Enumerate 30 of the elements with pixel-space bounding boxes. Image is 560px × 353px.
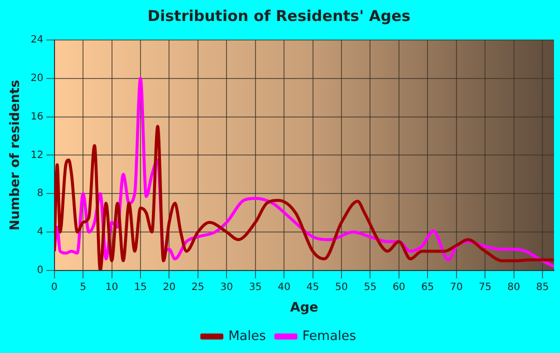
x-axis-title: Age bbox=[290, 300, 318, 316]
x-tick-label: 5 bbox=[80, 282, 86, 293]
x-tick-label: 60 bbox=[392, 282, 406, 293]
legend-label: Females bbox=[302, 328, 356, 344]
x-tick-label: 40 bbox=[278, 282, 290, 293]
x-tick-label: 55 bbox=[364, 282, 377, 293]
x-tick-label: 10 bbox=[105, 282, 118, 293]
x-tick-label: 50 bbox=[335, 282, 348, 293]
x-tick-label: 25 bbox=[192, 282, 204, 293]
legend-label: Males bbox=[228, 328, 266, 344]
x-tick-label: 70 bbox=[450, 282, 463, 293]
x-tick-label: 15 bbox=[134, 282, 147, 293]
y-axis-title: Number of residents bbox=[8, 80, 24, 231]
x-tick-label: 30 bbox=[220, 282, 233, 293]
x-tick-label: 35 bbox=[248, 282, 262, 293]
y-tick-label: 20 bbox=[30, 72, 44, 84]
x-tick-label: 45 bbox=[306, 282, 320, 293]
y-tick-label: 12 bbox=[30, 150, 44, 161]
x-tick-label: 20 bbox=[162, 282, 176, 293]
chart-title: Distribution of Residents' Ages bbox=[148, 6, 411, 25]
x-tick-label: 0 bbox=[51, 282, 58, 293]
x-tick-label: 65 bbox=[421, 282, 434, 293]
y-tick-label: 0 bbox=[36, 264, 44, 276]
y-tick-label: 4 bbox=[36, 226, 44, 238]
y-tick-label: 16 bbox=[30, 111, 44, 122]
x-tick-label: 75 bbox=[478, 282, 492, 293]
x-tick-label: 85 bbox=[536, 282, 549, 293]
x-tick-label: 80 bbox=[507, 282, 520, 293]
y-tick-label: 8 bbox=[36, 188, 44, 200]
y-tick-label: 24 bbox=[30, 34, 44, 46]
